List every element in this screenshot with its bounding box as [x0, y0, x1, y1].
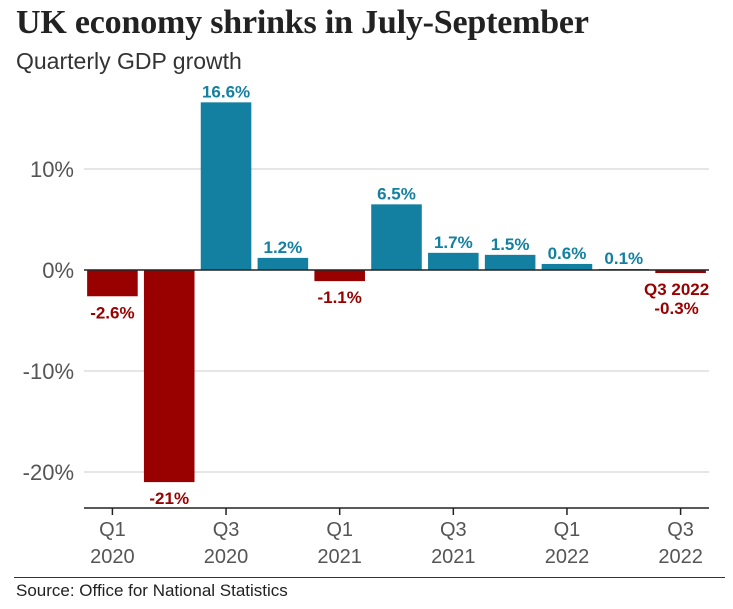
x-tick-label: 2022: [658, 546, 703, 568]
x-tick-label: 2021: [431, 546, 476, 568]
bar: [541, 263, 593, 270]
chart-title: UK economy shrinks in July-September: [16, 4, 589, 41]
chart-subtitle: Quarterly GDP growth: [16, 48, 242, 74]
gdp-bar-chart: 10% 0% -10% -20% -2.6% -21% 16.6% 1.2% -1.1% 6.5%…: [23, 82, 710, 568]
data-label: 0.1%: [604, 249, 643, 268]
source-divider: [14, 577, 725, 578]
data-label: -0.3%: [654, 299, 698, 318]
x-tick-label: Q1: [99, 519, 126, 541]
x-tick-label: 2021: [317, 546, 362, 568]
data-label: 0.6%: [548, 244, 587, 263]
bar: [655, 270, 706, 274]
bar: [371, 204, 422, 270]
data-label: -2.6%: [90, 303, 134, 322]
y-tick-label: -20%: [23, 460, 74, 485]
bar: [257, 257, 309, 270]
x-tick-label: Q3: [213, 519, 240, 541]
data-label: 16.6%: [202, 82, 250, 101]
bar: [484, 254, 536, 270]
data-label: 1.2%: [263, 238, 302, 257]
y-tick-label: 0%: [42, 258, 74, 283]
x-tick-label: 2022: [545, 546, 590, 568]
bar: [143, 270, 195, 483]
highlight-label: Q3 2022: [644, 280, 709, 299]
bar: [87, 270, 138, 297]
x-tick-label: 2020: [204, 546, 249, 568]
bar: [314, 270, 365, 282]
data-label: 1.5%: [491, 235, 530, 254]
x-tick-label: Q3: [667, 519, 694, 541]
data-label: 1.7%: [434, 233, 473, 252]
data-label: -21%: [149, 489, 189, 508]
data-label: 6.5%: [377, 184, 416, 203]
source-note: Source: Office for National Statistics: [16, 581, 288, 600]
data-label: -1.1%: [317, 288, 361, 307]
y-tick-label: -10%: [23, 359, 74, 384]
bar: [428, 252, 479, 270]
x-tick-label: Q1: [326, 519, 353, 541]
x-tick-label: 2020: [90, 546, 135, 568]
y-tick-label: 10%: [30, 157, 74, 182]
bar: [200, 102, 252, 270]
x-tick-label: Q1: [554, 519, 581, 541]
x-tick-label: Q3: [440, 519, 467, 541]
